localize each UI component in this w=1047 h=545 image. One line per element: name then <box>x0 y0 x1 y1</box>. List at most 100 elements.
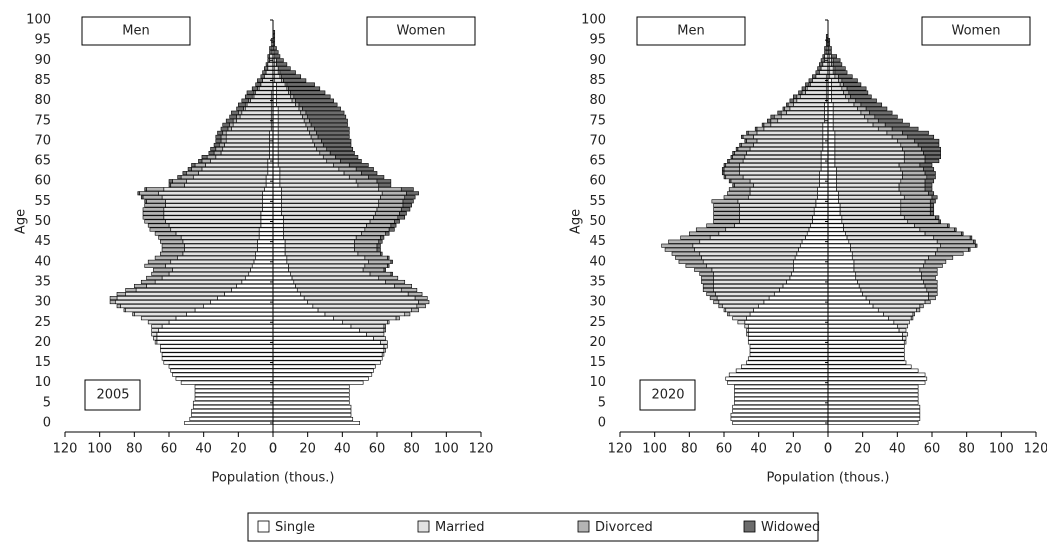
bar-segment <box>827 118 834 123</box>
bar-segment <box>116 296 218 301</box>
bar-segment <box>793 259 829 264</box>
bar-segment <box>827 150 836 155</box>
bar-segment <box>281 195 381 200</box>
bar-segment <box>900 203 931 208</box>
bar-segment <box>161 275 246 280</box>
bar-segment <box>808 227 829 232</box>
bar-segment <box>298 102 338 107</box>
bar-segment <box>217 130 224 135</box>
bar-segment <box>822 122 829 127</box>
bar-segment <box>374 211 400 216</box>
bar-segment <box>850 94 872 99</box>
bar-segment <box>924 187 933 192</box>
bar-segment <box>276 90 289 95</box>
bar-segment <box>706 263 794 268</box>
bar-segment <box>827 356 905 361</box>
bar-segment <box>205 163 269 168</box>
bar-segment <box>916 308 921 313</box>
bar-segment <box>689 231 720 236</box>
bar-segment <box>827 191 839 196</box>
x-tick-label: 60 <box>369 442 386 457</box>
bar-segment <box>272 235 284 240</box>
bar-segment <box>749 187 818 192</box>
bar-segment <box>763 126 824 131</box>
bar-segment <box>900 142 919 147</box>
bar-segment <box>203 304 274 309</box>
bar-segment <box>725 227 810 232</box>
bar-segment <box>770 114 775 119</box>
bar-segment <box>348 175 369 180</box>
bar-segment <box>286 255 366 260</box>
bar-segment <box>924 283 938 288</box>
bar-segment <box>272 46 277 51</box>
bar-segment <box>827 416 921 421</box>
bar-segment <box>919 227 955 232</box>
bar-segment <box>160 239 184 244</box>
bar-segment <box>300 292 409 297</box>
bar-segment <box>182 251 256 256</box>
bar-segment <box>761 122 765 127</box>
bar-segment <box>924 159 940 164</box>
y-tick-label: 20 <box>589 335 606 350</box>
bar-segment <box>310 122 348 127</box>
bar-segment <box>928 292 938 297</box>
bar-segment <box>834 159 905 164</box>
legend-swatch <box>417 520 430 533</box>
bar-segment <box>272 259 288 264</box>
bar-segment <box>272 380 364 385</box>
bar-segment <box>758 304 829 309</box>
bar-segment <box>272 126 279 131</box>
bar-segment <box>822 130 829 135</box>
x-tick-label: 0 <box>269 442 277 457</box>
y-tick-label: 70 <box>589 133 606 148</box>
bar-segment <box>813 207 829 212</box>
bar-segment <box>701 275 714 280</box>
bar-segment <box>165 199 263 204</box>
bar-segment <box>709 296 718 301</box>
bar-segment <box>819 70 829 75</box>
bar-segment <box>151 332 158 337</box>
bar-segment <box>827 98 832 103</box>
bar-segment <box>163 207 263 212</box>
bar-segment <box>255 90 272 95</box>
bar-segment <box>812 215 829 220</box>
bar-segment <box>827 179 837 184</box>
bar-segment <box>721 171 725 176</box>
bar-segment <box>734 400 829 405</box>
bar-segment <box>147 320 170 325</box>
bar-segment <box>277 114 303 119</box>
bar-segment <box>186 312 274 317</box>
bar-segment <box>827 50 832 55</box>
y-tick-label: 30 <box>589 295 606 310</box>
bar-segment <box>272 320 343 325</box>
bar-segment <box>773 114 782 119</box>
bar-segment <box>898 187 926 192</box>
bar-segment <box>836 167 902 172</box>
bar-segment <box>225 134 270 139</box>
y-tick-label: 85 <box>34 73 51 88</box>
bar-segment <box>869 110 893 115</box>
bar-segment <box>359 328 385 333</box>
bar-segment <box>274 70 279 75</box>
bar-segment <box>824 106 829 111</box>
bar-segment <box>827 364 912 369</box>
bar-segment <box>817 187 829 192</box>
bar-segment <box>267 62 274 67</box>
x-tick-label: 80 <box>681 442 698 457</box>
bar-segment <box>782 283 829 288</box>
bar-segment <box>728 187 751 192</box>
y-tick-label: 50 <box>589 214 606 229</box>
bar-segment <box>891 126 919 131</box>
bar-segment <box>924 183 933 188</box>
bar-segment <box>711 199 739 204</box>
bar-segment <box>364 227 390 232</box>
bar-segment <box>194 392 274 397</box>
bar-segment <box>146 275 163 280</box>
bar-segment <box>284 251 359 256</box>
bar-segment <box>734 183 754 188</box>
bar-segment <box>817 66 822 71</box>
bar-segment <box>272 207 282 212</box>
bar-segment <box>192 404 274 409</box>
bar-segment <box>241 279 274 284</box>
bar-segment <box>793 267 829 272</box>
